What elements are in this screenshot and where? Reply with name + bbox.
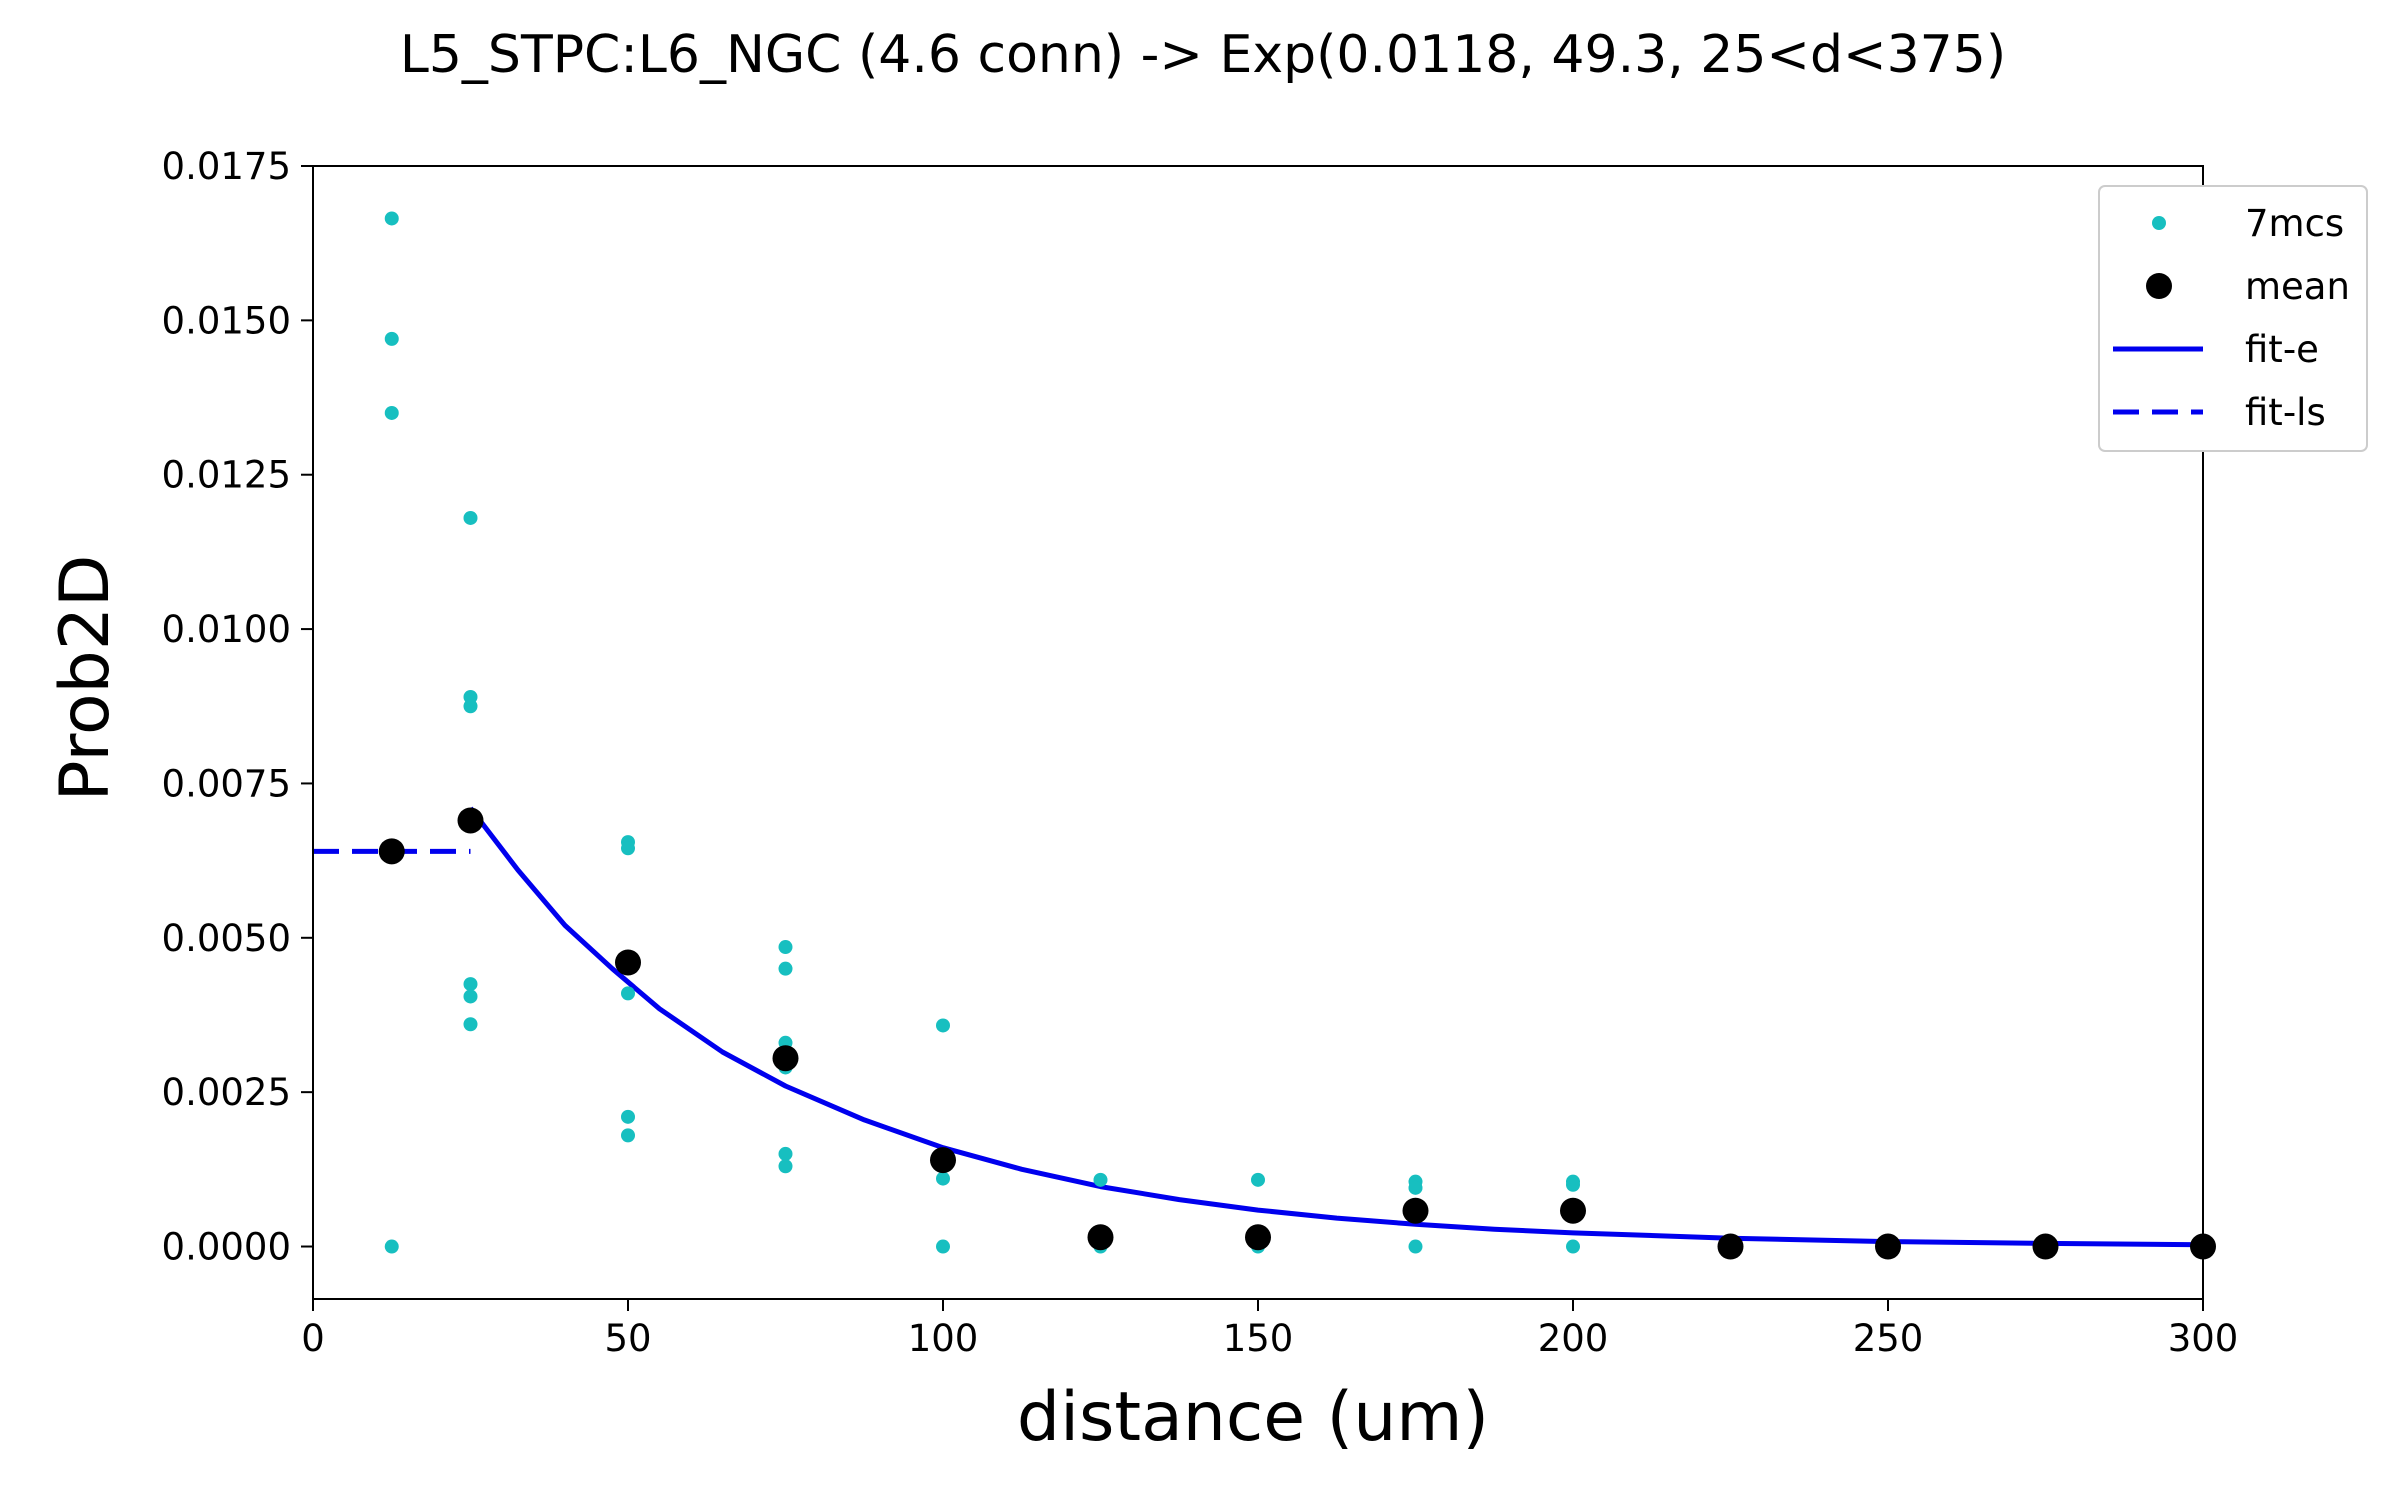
legend: 7mcs mean fit-e fit-ls — [2098, 185, 2368, 452]
series-line-fit-e — [468, 806, 2204, 1248]
sample-point — [621, 1128, 635, 1143]
x-tick-label: 100 — [908, 1317, 979, 1360]
x-tick-label: 50 — [604, 1317, 651, 1360]
mean-point — [2032, 1233, 2059, 1260]
mean-point — [1560, 1197, 1586, 1224]
legend-items: 7mcs mean fit-e fit-ls — [2113, 202, 2350, 434]
y-tick-label: 0.0025 — [162, 1071, 291, 1114]
legend-marker-7mcs — [2152, 216, 2166, 230]
sample-point — [463, 699, 478, 714]
y-tick-label: 0.0075 — [162, 762, 291, 805]
mean-point — [1087, 1224, 1114, 1251]
sample-point — [936, 1018, 950, 1033]
sample-point — [778, 961, 793, 976]
sample-point — [1093, 1172, 1108, 1187]
legend-label-fit-ls: fit-ls — [2245, 391, 2326, 434]
y-tick-label: 0.0125 — [162, 454, 291, 497]
x-tick-label: 200 — [1538, 1317, 1609, 1360]
y-axis-label: Prob2D — [46, 555, 125, 802]
mean-point — [457, 807, 484, 834]
y-tick-label: 0.0150 — [162, 299, 291, 342]
x-axis-label: distance (um) — [1017, 1378, 1489, 1457]
y-axis: 0.0000 0.0025 0.0050 0.0075 0.0100 0.0125 0.01… — [162, 145, 313, 1269]
sample-point — [384, 211, 399, 226]
sample-point — [936, 1239, 950, 1254]
sample-point — [384, 1239, 399, 1254]
sample-point — [1251, 1172, 1265, 1187]
x-axis: 0 50 100 150 200 250 300 — [301, 1299, 2238, 1360]
y-tick-label: 0.0000 — [162, 1226, 291, 1269]
sample-point — [463, 977, 478, 992]
mean-point — [1402, 1197, 1429, 1224]
sample-point — [463, 1017, 478, 1032]
legend-label-mean: mean — [2245, 265, 2350, 308]
sample-point — [1408, 1180, 1423, 1195]
legend-box — [2098, 185, 2368, 452]
plot-area — [312, 165, 2216, 1300]
sample-point — [463, 510, 478, 525]
chart-title: L5_STPC:L6_NGC (4.6 conn) -> Exp(0.0118,… — [400, 25, 2006, 85]
y-tick-label: 0.0100 — [162, 608, 291, 651]
mean-point — [378, 838, 405, 865]
mean-point — [1245, 1224, 1271, 1251]
legend-label-fit-e: fit-e — [2245, 328, 2319, 371]
mean-point — [1875, 1233, 1901, 1260]
x-tick-label: 300 — [2168, 1317, 2239, 1360]
mean-point — [930, 1147, 956, 1174]
x-tick-label: 0 — [301, 1317, 325, 1360]
sample-point — [621, 986, 635, 1001]
sample-point — [778, 1146, 793, 1161]
legend-label-7mcs: 7mcs — [2245, 202, 2344, 245]
x-tick-label: 150 — [1223, 1317, 1294, 1360]
sample-point — [778, 940, 793, 955]
sample-point — [1566, 1177, 1580, 1192]
sample-point — [384, 405, 399, 420]
sample-point — [384, 331, 399, 346]
sample-point — [778, 1159, 793, 1174]
sample-point — [463, 989, 478, 1004]
sample-point — [621, 1109, 635, 1124]
mean-point — [1717, 1233, 1744, 1260]
plot-frame — [312, 165, 2204, 1300]
sample-point — [1408, 1239, 1423, 1254]
sample-point — [621, 841, 635, 856]
sample-point — [936, 1171, 950, 1186]
legend-marker-mean — [2146, 273, 2172, 299]
x-tick-label: 250 — [1853, 1317, 1924, 1360]
sample-point — [1566, 1239, 1580, 1254]
series-layer — [313, 211, 2216, 1260]
mean-point — [772, 1045, 799, 1072]
mean-point — [615, 949, 641, 976]
y-tick-label: 0.0175 — [162, 145, 291, 188]
y-tick-label: 0.0050 — [162, 917, 291, 960]
